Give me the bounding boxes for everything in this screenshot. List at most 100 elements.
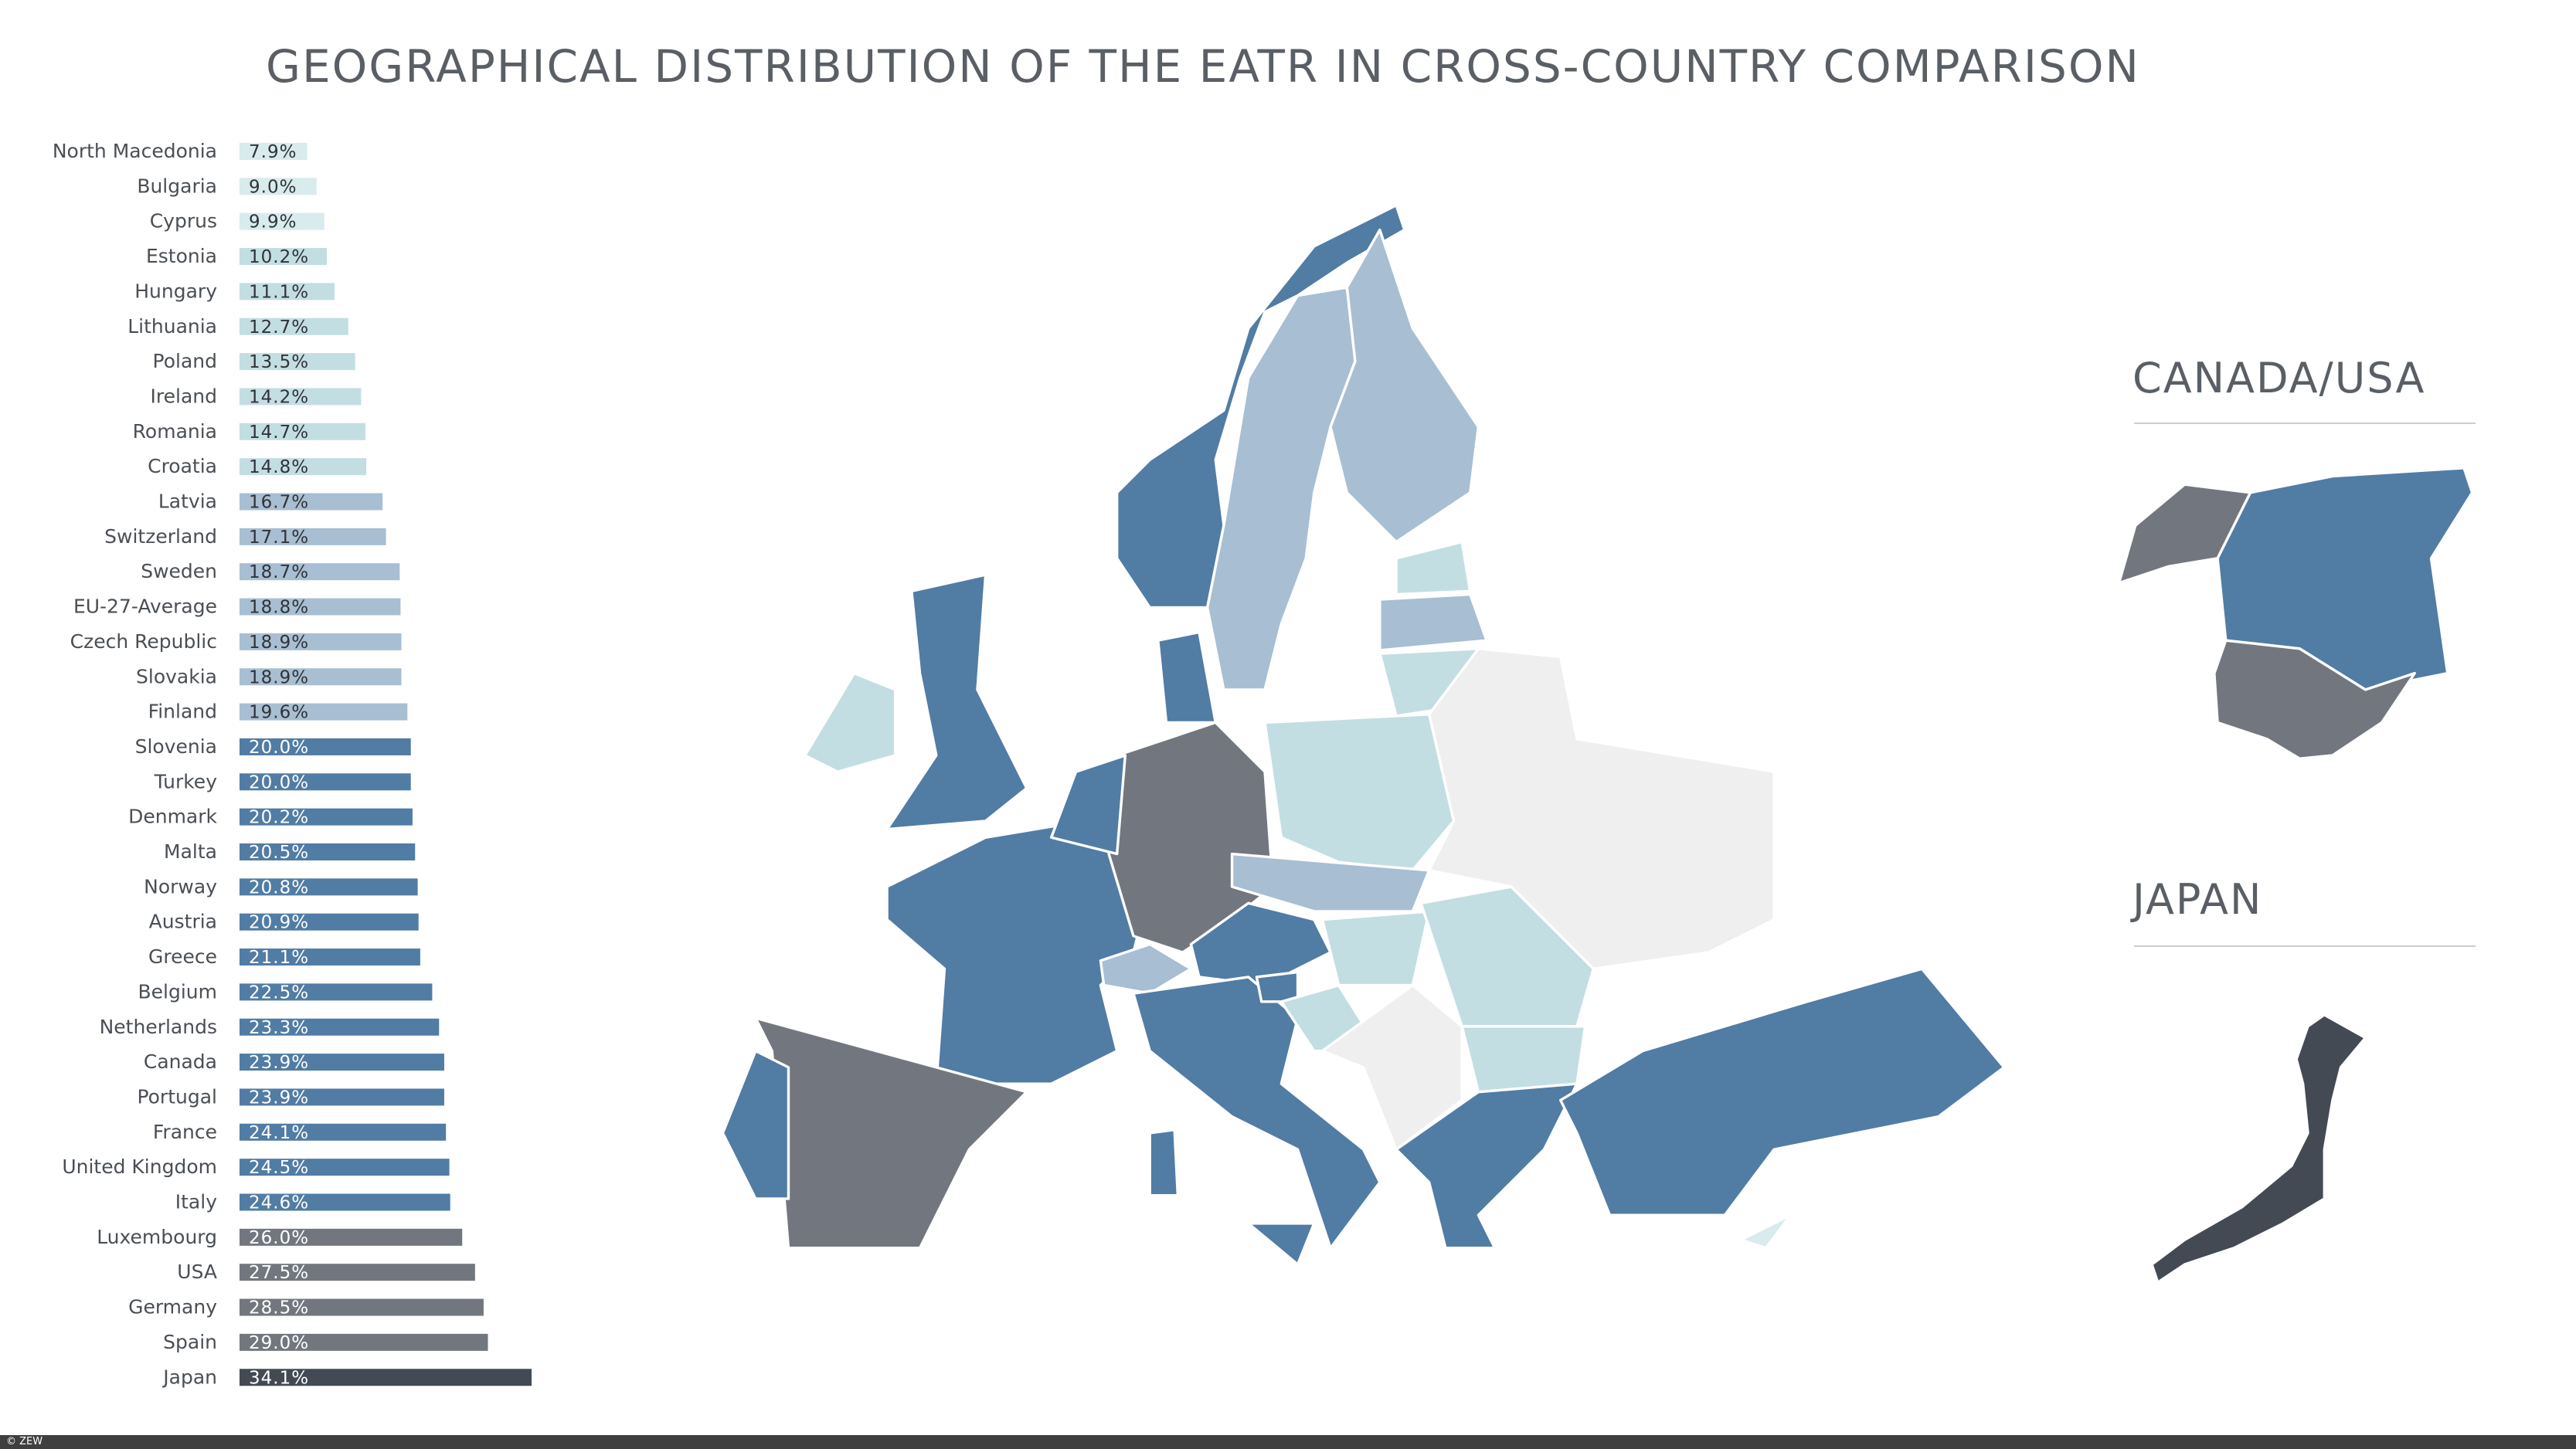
data-label: 17.1% bbox=[249, 528, 309, 548]
bar bbox=[240, 1018, 440, 1036]
map-region-canada bbox=[2216, 467, 2474, 691]
category-label: Turkey bbox=[154, 770, 218, 792]
map-region-italy bbox=[1132, 976, 1381, 1250]
bar bbox=[240, 458, 367, 476]
bar bbox=[240, 808, 413, 826]
category-label: Romania bbox=[133, 420, 217, 443]
category-label: Estonia bbox=[146, 245, 217, 267]
map-region-estonia bbox=[1395, 540, 1472, 596]
bar bbox=[240, 317, 348, 335]
data-label: 10.2% bbox=[249, 247, 309, 267]
category-label: Poland bbox=[153, 350, 217, 372]
data-label: 22.5% bbox=[249, 982, 309, 1003]
data-label: 11.1% bbox=[249, 282, 309, 302]
data-label: 18.7% bbox=[249, 562, 309, 582]
map-region-latvia bbox=[1378, 592, 1488, 652]
copyright-footer: © ZEW bbox=[0, 1435, 2576, 1449]
data-label: 7.9% bbox=[249, 142, 297, 162]
bar bbox=[240, 248, 328, 266]
bar bbox=[240, 143, 308, 160]
category-label: Switzerland bbox=[104, 525, 217, 548]
category-label: United Kingdom bbox=[62, 1155, 217, 1178]
map-region-sicily bbox=[1247, 1222, 1316, 1266]
data-label: 20.0% bbox=[249, 738, 309, 758]
map-region-balkans bbox=[1320, 983, 1463, 1151]
data-label: 20.9% bbox=[249, 913, 309, 933]
bar bbox=[240, 773, 411, 791]
category-label: Luxembourg bbox=[97, 1226, 217, 1248]
data-label: 23.9% bbox=[249, 1053, 309, 1073]
category-label: Hungary bbox=[134, 280, 217, 302]
data-label: 24.1% bbox=[249, 1123, 309, 1143]
bar bbox=[240, 913, 419, 931]
data-label: 14.7% bbox=[249, 422, 309, 443]
bar bbox=[240, 388, 362, 406]
category-label: EU-27-Average bbox=[73, 596, 217, 618]
data-label: 24.5% bbox=[249, 1158, 309, 1178]
category-label: Canada bbox=[144, 1050, 217, 1073]
bar bbox=[240, 983, 433, 1001]
data-label: 12.7% bbox=[249, 317, 309, 338]
category-label: Latvia bbox=[158, 490, 217, 513]
bar bbox=[240, 1298, 484, 1316]
category-label: Norway bbox=[144, 875, 217, 898]
category-label: Sweden bbox=[141, 560, 217, 582]
category-label: Czech Republic bbox=[70, 630, 217, 653]
bar bbox=[240, 528, 386, 545]
data-label: 26.0% bbox=[249, 1228, 309, 1248]
data-label: 9.9% bbox=[249, 212, 297, 232]
data-label: 34.1% bbox=[249, 1368, 309, 1388]
data-label: 18.9% bbox=[249, 633, 309, 653]
map-region-benelux bbox=[1049, 754, 1127, 856]
data-label: 20.5% bbox=[249, 843, 309, 863]
map-region-portugal bbox=[721, 1049, 790, 1200]
category-label: Italy bbox=[175, 1191, 217, 1213]
data-label: 18.8% bbox=[249, 598, 309, 618]
data-label: 24.6% bbox=[249, 1193, 309, 1213]
category-label: USA bbox=[177, 1261, 217, 1283]
bar bbox=[240, 843, 416, 860]
category-label: Slovakia bbox=[136, 665, 217, 687]
data-label: 20.8% bbox=[249, 877, 309, 898]
data-label: 21.1% bbox=[249, 948, 309, 968]
data-label: 16.7% bbox=[249, 493, 309, 513]
category-label: Ireland bbox=[151, 385, 217, 407]
data-label: 23.9% bbox=[249, 1088, 309, 1108]
bar bbox=[240, 283, 335, 300]
bar bbox=[240, 878, 418, 896]
category-label: Malta bbox=[164, 840, 217, 863]
category-label: Denmark bbox=[128, 806, 217, 828]
category-label: Germany bbox=[128, 1296, 217, 1318]
data-label: 9.0% bbox=[249, 177, 297, 197]
map-region-greece bbox=[1395, 1082, 1579, 1250]
bar bbox=[240, 703, 408, 721]
data-label: 20.0% bbox=[249, 772, 309, 792]
bar bbox=[240, 1159, 450, 1176]
bar bbox=[240, 633, 402, 650]
bar bbox=[240, 493, 383, 511]
map-region-hungary bbox=[1320, 910, 1431, 987]
bar bbox=[240, 1333, 488, 1351]
divider bbox=[2134, 945, 2476, 947]
map-region-united-kingdom bbox=[885, 573, 1028, 831]
data-label: 14.8% bbox=[249, 457, 309, 477]
chart-title: GEOGRAPHICAL DISTRIBUTION OF THE EATR IN… bbox=[266, 40, 2140, 93]
data-label: 14.2% bbox=[249, 387, 309, 407]
bar bbox=[240, 1054, 444, 1071]
category-label: North Macedonia bbox=[53, 140, 217, 162]
data-label: 20.2% bbox=[249, 808, 309, 828]
bar bbox=[240, 212, 325, 230]
data-label: 18.9% bbox=[249, 667, 309, 687]
map-region-denmark bbox=[1157, 630, 1217, 724]
category-label: Spain bbox=[163, 1331, 217, 1353]
bar bbox=[240, 1088, 444, 1106]
map-region-bulgaria bbox=[1460, 1025, 1587, 1094]
map-region-finland bbox=[1329, 228, 1480, 544]
data-label: 27.5% bbox=[249, 1263, 309, 1283]
bar bbox=[240, 1193, 450, 1211]
bar bbox=[240, 598, 401, 616]
bar bbox=[240, 1369, 532, 1386]
map-region-poland bbox=[1263, 713, 1456, 872]
